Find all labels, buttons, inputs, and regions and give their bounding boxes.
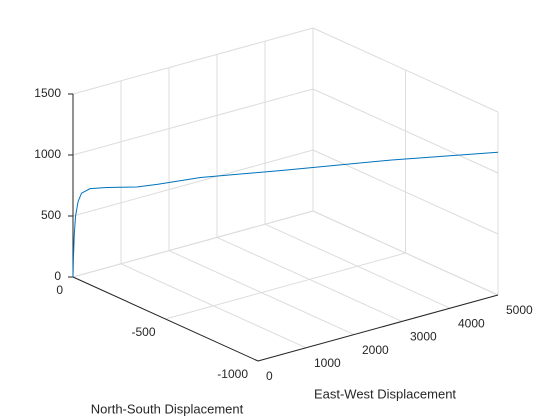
grid-line	[312, 88, 499, 174]
y-axis-label: North-South Displacement	[91, 401, 244, 416]
grid-line	[72, 149, 314, 217]
grid-line	[312, 210, 499, 296]
grid-line	[72, 88, 314, 156]
x-axis	[257, 294, 499, 362]
y-axis	[72, 276, 259, 362]
y-tick-label: 0	[56, 283, 63, 297]
z-tick-label: 1000	[34, 147, 61, 161]
x-tick-label: 1000	[314, 356, 341, 370]
grid-line	[72, 210, 314, 278]
grid-line	[312, 149, 499, 235]
z-tick-label: 0	[54, 269, 61, 283]
data-line	[72, 151, 499, 278]
x-tick-label: 4000	[458, 316, 485, 330]
grid-line	[312, 27, 499, 113]
grid-line	[165, 252, 406, 320]
x-tick-label: 2000	[362, 343, 389, 357]
z-tick-label: 1500	[34, 86, 61, 100]
z-tick-label: 500	[41, 208, 61, 222]
y-tick-label: -500	[131, 325, 155, 339]
grid-line	[72, 27, 314, 95]
y-tick-label: -1000	[217, 367, 248, 381]
x-axis-label: East-West Displacement	[314, 386, 456, 401]
x-tick-label: 3000	[410, 330, 437, 344]
x-tick-label: 5000	[506, 303, 533, 317]
x-tick-label: 0	[266, 369, 273, 383]
